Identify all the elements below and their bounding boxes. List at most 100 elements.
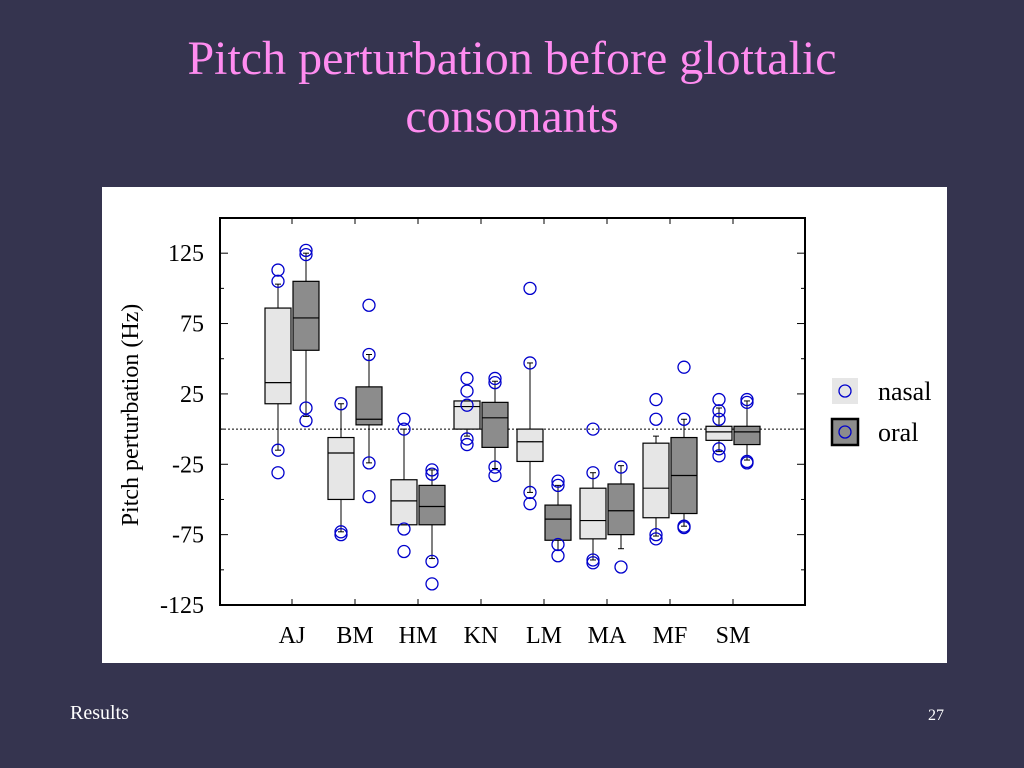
box-nasal-HM bbox=[390, 412, 418, 559]
box-iqr bbox=[327, 436, 355, 501]
outlier-point bbox=[586, 422, 600, 436]
box-oral-MA bbox=[607, 460, 635, 574]
axis-ticks bbox=[220, 217, 805, 606]
outlier-point bbox=[551, 537, 565, 552]
legend-label-oral: oral bbox=[878, 418, 918, 447]
box-iqr bbox=[355, 386, 383, 426]
outlier-point bbox=[460, 384, 474, 398]
outlier-point bbox=[362, 456, 376, 470]
box-iqr bbox=[544, 504, 572, 541]
legend: nasal oral bbox=[830, 377, 931, 447]
slide-title: Pitch perturbation before glottalic cons… bbox=[0, 30, 1024, 146]
outlier-point bbox=[397, 412, 411, 426]
outlier-point bbox=[523, 485, 537, 500]
x-tick-label: BM bbox=[336, 623, 373, 649]
outlier-point bbox=[460, 432, 474, 446]
y-axis-label: Pitch perturbation (Hz) bbox=[118, 304, 144, 527]
box-iqr bbox=[418, 484, 446, 526]
outlier-point bbox=[551, 478, 565, 493]
outlier-point bbox=[551, 549, 565, 563]
outlier-point bbox=[586, 466, 600, 480]
legend-swatch-nasal bbox=[832, 378, 858, 404]
box-iqr bbox=[453, 400, 481, 430]
x-tick-label: HM bbox=[399, 623, 438, 649]
box-iqr bbox=[264, 307, 292, 405]
box-nasal-MA bbox=[579, 422, 607, 570]
outlier-point bbox=[649, 392, 663, 407]
box-iqr bbox=[390, 479, 418, 526]
outlier-point bbox=[712, 449, 726, 463]
outlier-point bbox=[299, 401, 313, 415]
legend-marker-oral bbox=[838, 425, 852, 439]
box-oral-AJ bbox=[292, 243, 320, 428]
box-nasal-SM bbox=[705, 392, 733, 463]
box-nasal-LM bbox=[516, 281, 544, 511]
box-oral-KN bbox=[481, 371, 509, 483]
plot-frame bbox=[219, 217, 806, 606]
box-nasal-MF bbox=[642, 392, 670, 546]
outlier-point bbox=[677, 520, 691, 535]
outlier-point bbox=[299, 413, 313, 428]
x-tick-label: AJ bbox=[279, 623, 306, 649]
x-tick-label: MA bbox=[588, 623, 627, 649]
x-tick-label: KN bbox=[464, 623, 499, 649]
y-tick-label: -25 bbox=[172, 452, 204, 478]
x-tick-label: SM bbox=[716, 623, 751, 649]
outlier-point bbox=[488, 371, 502, 386]
y-tick-labels: 125 75 25 -25 -75 -125 bbox=[160, 241, 204, 619]
box-iqr bbox=[642, 442, 670, 519]
outlier-point bbox=[614, 460, 628, 474]
outlier-point bbox=[397, 544, 411, 559]
outlier-point bbox=[425, 463, 439, 477]
box-oral-BM bbox=[355, 298, 383, 504]
outlier-point bbox=[299, 247, 313, 262]
outlier-point bbox=[362, 347, 376, 362]
x-tick-label: MF bbox=[653, 623, 688, 649]
outlier-point bbox=[523, 356, 537, 370]
box-iqr bbox=[481, 401, 509, 448]
outlier-point bbox=[299, 243, 313, 258]
y-tick-label: -75 bbox=[172, 523, 204, 549]
box-oral-LM bbox=[544, 474, 572, 563]
outlier-point bbox=[712, 412, 726, 426]
outlier-point bbox=[271, 466, 285, 480]
outlier-point bbox=[397, 522, 411, 536]
x-tick-label: LM bbox=[526, 623, 562, 649]
y-tick-label: 25 bbox=[180, 382, 204, 408]
box-iqr bbox=[607, 483, 635, 536]
box-iqr bbox=[516, 428, 544, 463]
outlier-point bbox=[712, 392, 726, 407]
legend-marker-nasal bbox=[838, 384, 852, 398]
outlier-point bbox=[460, 437, 474, 452]
outlier-point bbox=[425, 577, 439, 591]
box-oral-HM bbox=[418, 463, 446, 591]
box-iqr bbox=[292, 280, 320, 351]
box-nasal-BM bbox=[327, 397, 355, 542]
title-line-2: consonants bbox=[405, 90, 619, 143]
y-tick-label: 125 bbox=[168, 241, 204, 267]
outlier-point bbox=[712, 404, 726, 418]
outlier-point bbox=[362, 298, 376, 312]
outlier-point bbox=[488, 460, 502, 474]
box-series bbox=[264, 243, 761, 591]
outlier-point bbox=[649, 527, 663, 542]
box-oral-SM bbox=[733, 392, 761, 470]
box-iqr bbox=[705, 425, 733, 441]
outlier-point bbox=[271, 274, 285, 288]
outlier-point bbox=[460, 371, 474, 386]
outlier-point bbox=[334, 397, 348, 411]
slide-page-number: 27 bbox=[928, 707, 944, 724]
outlier-point bbox=[740, 395, 754, 410]
chart-panel: 125 75 25 -25 -75 -125 AJ BM HM KN LM MA MF SM Pitch… bbox=[102, 187, 947, 663]
box-iqr bbox=[733, 425, 761, 446]
box-nasal-KN bbox=[453, 371, 481, 452]
outlier-point bbox=[488, 468, 502, 483]
outlier-point bbox=[460, 398, 474, 412]
outlier-point bbox=[586, 556, 600, 570]
outlier-point bbox=[740, 456, 754, 470]
box-oral-MF bbox=[670, 360, 698, 535]
x-tick-labels: AJ BM HM KN LM MA MF SM bbox=[279, 623, 751, 649]
outlier-point bbox=[614, 560, 628, 574]
outlier-point bbox=[523, 281, 537, 296]
y-tick-label: -125 bbox=[160, 593, 204, 619]
